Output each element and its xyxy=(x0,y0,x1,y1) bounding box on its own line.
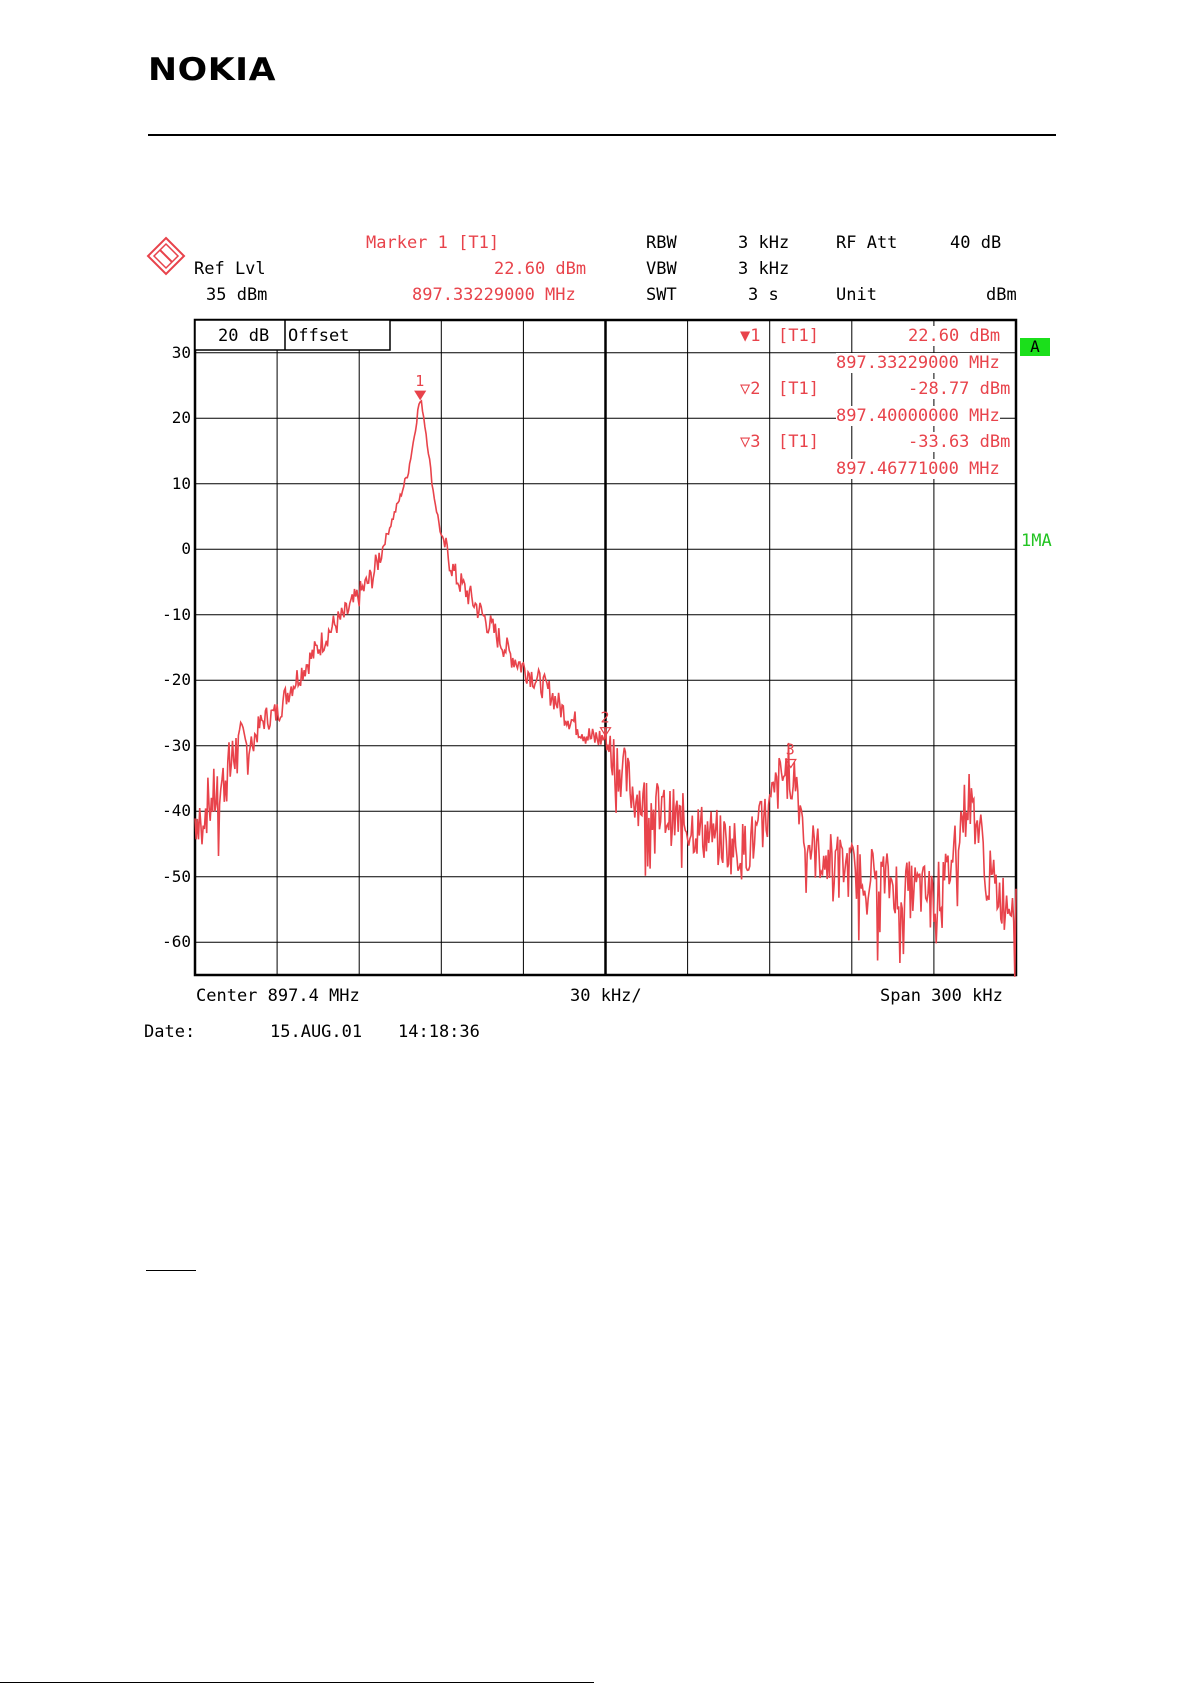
date-label: Date: xyxy=(144,1022,196,1042)
marker-row-tag: [T1] xyxy=(778,326,819,346)
marker-1-number: 1 xyxy=(415,372,424,390)
marker-3-symbol xyxy=(784,758,797,769)
marker-title: Marker 1 [T1] xyxy=(366,233,500,253)
y-tick-label: 30 xyxy=(171,342,191,362)
rbw-value: 3 kHz xyxy=(738,233,790,253)
y-tick-label: -50 xyxy=(162,866,191,886)
swt-value: 3 s xyxy=(748,285,779,305)
vbw-label: VBW xyxy=(646,259,677,279)
marker-2-number: 2 xyxy=(601,709,610,727)
marker-row-freq: 897.40000000 MHz xyxy=(836,406,1000,426)
date-value: 15.AUG.01 xyxy=(270,1022,363,1042)
nokia-logo: NOKIA xyxy=(148,52,277,88)
marker-2-symbol xyxy=(599,727,612,737)
y-tick-label: -10 xyxy=(162,604,191,624)
marker-level: 22.60 dBm xyxy=(494,259,587,279)
trace-mode-label: 1MA xyxy=(1021,531,1052,551)
marker-row-tag: [T1] xyxy=(778,379,819,399)
bottom-rule xyxy=(0,1682,594,1683)
y-tick-label: -30 xyxy=(162,735,191,755)
swt-label: SWT xyxy=(646,285,677,305)
center-frequency: Center 897.4 MHz xyxy=(196,986,360,1006)
y-tick-label: 20 xyxy=(171,408,191,428)
marker-1-symbol xyxy=(414,390,427,401)
rbw-label: RBW xyxy=(646,233,677,253)
header-rule xyxy=(148,134,1056,136)
y-tick-label: 0 xyxy=(181,539,191,559)
y-tick-label: -40 xyxy=(162,801,191,821)
marker-row-level: 22.60 dBm xyxy=(908,326,1001,346)
footnote-rule xyxy=(146,1270,196,1271)
time-value: 14:18:36 xyxy=(398,1022,480,1042)
offset-box xyxy=(194,319,391,351)
marker-3-number: 3 xyxy=(786,741,795,759)
y-tick-label: -60 xyxy=(162,932,191,952)
y-tick-label: 10 xyxy=(171,473,191,493)
unit-value: dBm xyxy=(986,285,1017,305)
trace-a-badge: A xyxy=(1020,338,1050,356)
ref-lvl-label: Ref Lvl xyxy=(194,259,266,279)
marker-row-sym: ▽3 xyxy=(740,432,761,452)
unit-label: Unit xyxy=(836,285,877,305)
marker-frequency: 897.33229000 MHz xyxy=(412,285,576,305)
marker-row-level: -28.77 dBm xyxy=(908,379,1011,399)
offset-value: 20 dB xyxy=(218,326,270,346)
rf-att-label: RF Att xyxy=(836,233,898,253)
marker-row-level: -33.63 dBm xyxy=(908,432,1011,452)
rf-att-value: 40 dB xyxy=(950,233,1002,253)
y-tick-label: -20 xyxy=(162,670,191,690)
marker-row-tag: [T1] xyxy=(778,432,819,452)
ref-lvl-value: 35 dBm xyxy=(206,285,268,305)
per-division: 30 kHz/ xyxy=(570,986,642,1006)
span: Span 300 kHz xyxy=(880,986,1003,1006)
marker-row-sym: ▽2 xyxy=(740,379,761,399)
marker-row-freq: 897.46771000 MHz xyxy=(836,459,1000,479)
rs-logo-icon xyxy=(146,236,186,276)
marker-row-sym: ▼1 xyxy=(740,326,761,346)
offset-label: Offset xyxy=(288,326,350,346)
marker-row-freq: 897.33229000 MHz xyxy=(836,353,1000,373)
vbw-value: 3 kHz xyxy=(738,259,790,279)
